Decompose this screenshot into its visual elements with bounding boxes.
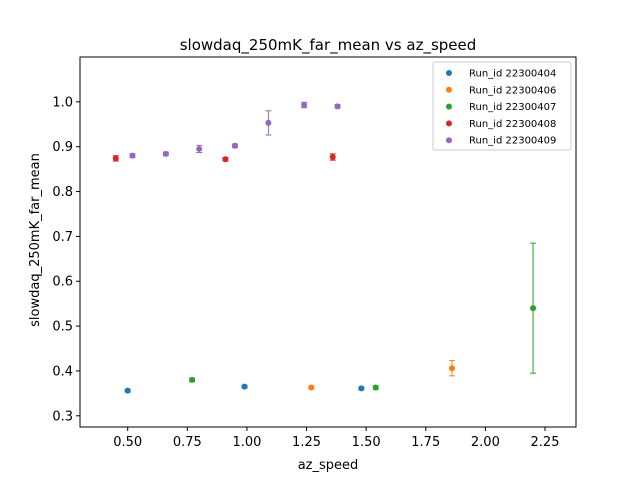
x-axis-label: az_speed <box>298 458 359 473</box>
legend-marker <box>446 86 452 93</box>
data-point <box>232 142 238 149</box>
y-tick-label: 0.5 <box>52 320 73 335</box>
data-point <box>372 384 379 391</box>
data-point <box>334 103 341 110</box>
data-point <box>301 101 308 108</box>
x-tick-label: 1.25 <box>292 435 321 450</box>
legend-entry: Run_id 22300406 <box>469 85 556 96</box>
x-tick-label: 0.50 <box>113 435 142 450</box>
y-tick-label: 0.4 <box>52 364 73 379</box>
legend-marker <box>446 137 452 144</box>
legend-entry: Run_id 22300409 <box>469 136 556 147</box>
data-point <box>162 150 169 157</box>
data-point <box>222 156 229 163</box>
legend <box>432 61 572 151</box>
y-tick-label: 0.3 <box>52 409 73 424</box>
y-axis-label: slowdaq_250mK_far_mean <box>28 153 43 327</box>
legend-marker <box>446 103 452 110</box>
series-5 <box>129 101 341 159</box>
data-point <box>196 145 203 152</box>
data-point <box>449 365 455 372</box>
data-point <box>189 376 196 383</box>
x-tick-label: 1.50 <box>352 435 381 450</box>
data-point <box>329 154 336 161</box>
x-tick-label: 2.25 <box>531 435 560 450</box>
y-tick-label: 0.9 <box>52 140 73 155</box>
series-2 <box>308 360 455 391</box>
chart-title: slowdaq_250mK_far_mean vs az_speed <box>180 36 477 55</box>
y-tick-label: 0.8 <box>52 185 73 200</box>
x-tick-label: 0.75 <box>173 435 202 450</box>
y-tick-label: 0.6 <box>52 275 73 290</box>
legend-entry: Run_id 22300404 <box>469 69 556 80</box>
series-4 <box>112 153 336 163</box>
series-3 <box>189 242 537 391</box>
legend-marker <box>446 70 452 76</box>
x-tick-label: 1.75 <box>411 435 440 450</box>
y-tick-label: 1.0 <box>52 95 73 110</box>
legend-marker <box>446 120 452 127</box>
legend-entry: Run_id 22300408 <box>469 119 556 130</box>
x-tick-label: 2.00 <box>471 435 500 450</box>
data-point <box>112 155 119 162</box>
legend-entry: Run_id 22300407 <box>469 102 556 113</box>
data-point <box>358 385 365 392</box>
data-point <box>129 152 136 159</box>
data-point <box>265 119 272 126</box>
x-tick-label: 1.00 <box>232 435 261 450</box>
y-tick-label: 0.7 <box>52 230 73 245</box>
data-point <box>308 384 315 391</box>
series-1 <box>124 383 365 394</box>
data-point <box>530 305 537 312</box>
plot-area-frame <box>79 56 577 428</box>
data-point <box>124 387 131 394</box>
data-point <box>241 383 248 390</box>
